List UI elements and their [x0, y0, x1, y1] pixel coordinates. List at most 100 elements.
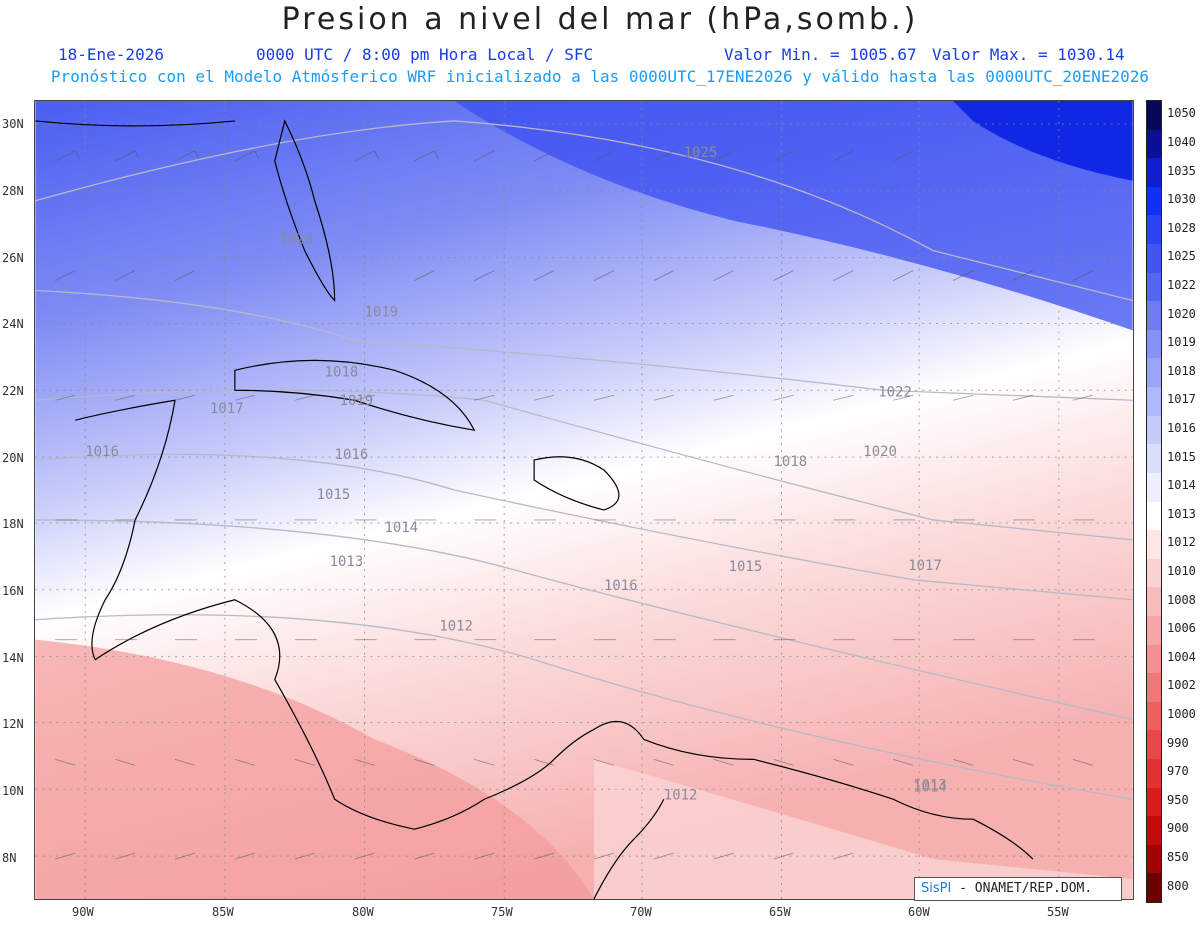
isobar-label: 1020	[863, 444, 897, 460]
colorbar-swatch	[1147, 186, 1161, 216]
colorbar-swatch	[1147, 358, 1161, 388]
colorbar-label: 1050	[1167, 106, 1196, 121]
lat-label: 10N	[2, 784, 24, 798]
lon-label: 55W	[1047, 905, 1069, 919]
colorbar-swatch	[1147, 244, 1161, 274]
isobar-label: 1020	[280, 232, 314, 248]
colorbar-label: 1017	[1167, 392, 1196, 407]
low-pressure-zone-2	[593, 759, 1133, 899]
coastlines	[35, 119, 1034, 899]
colorbar-label: 1006	[1167, 621, 1196, 636]
isobar-label: 1015	[729, 559, 763, 575]
lat-label: 14N	[2, 651, 24, 665]
colorbar-label: 1013	[1167, 506, 1196, 521]
colorbar-label: 990	[1167, 735, 1189, 750]
sispi-logo: SisPI	[921, 881, 952, 896]
forecast-time: 0000 UTC / 8:00 pm Hora Local / SFC	[256, 45, 594, 64]
colorbar-swatch	[1147, 101, 1161, 131]
colorbar-swatch	[1147, 816, 1161, 846]
colorbar-label: 900	[1167, 821, 1189, 836]
high-pressure-core	[953, 101, 1133, 181]
colorbar-label: 1035	[1167, 163, 1196, 178]
colorbar-label: 1004	[1167, 649, 1196, 664]
lat-label: 8N	[2, 851, 17, 865]
colorbar-swatch	[1147, 758, 1161, 789]
colorbar-label: 800	[1167, 878, 1189, 893]
lat-label: 28N	[2, 184, 24, 198]
isobar-label: 1012	[664, 787, 698, 803]
credit-badge: SisPI - ONAMET/REP.DOM.	[914, 877, 1122, 901]
credit-text: - ONAMET/REP.DOM.	[959, 881, 1093, 896]
colorbar-label: 1020	[1167, 306, 1196, 321]
colorbar-swatch	[1147, 730, 1161, 760]
lat-label: 24N	[2, 317, 24, 331]
colorbar-swatch	[1147, 129, 1161, 159]
lat-label: 26N	[2, 251, 24, 265]
colorbar-label: 1010	[1167, 564, 1196, 579]
colorbar-swatch	[1147, 844, 1161, 874]
lat-label: 30N	[2, 117, 24, 131]
colorbar-label: 1000	[1167, 707, 1196, 722]
colorbar-swatch	[1147, 415, 1161, 445]
colorbar-swatch	[1147, 387, 1161, 417]
longitude-gridlines	[84, 101, 1060, 899]
colorbar-swatch	[1147, 444, 1161, 474]
isobar-label: 1019	[340, 393, 374, 409]
colorbar-label: 1008	[1167, 592, 1196, 607]
wind-barbs	[55, 150, 1095, 860]
colorbar-label: 1040	[1167, 134, 1196, 149]
colorbar-swatch	[1147, 501, 1161, 531]
colorbar-label: 1016	[1167, 420, 1196, 435]
colorbar-swatch	[1147, 644, 1161, 674]
colorbar-label: 1014	[1167, 478, 1196, 493]
colorbar-swatch	[1147, 530, 1161, 560]
low-pressure-zone	[35, 639, 594, 899]
colorbar-swatch	[1147, 673, 1161, 703]
isobar-label: 1016	[335, 447, 369, 463]
colorbar-label: 1025	[1167, 249, 1196, 264]
colorbar-label: 1015	[1167, 449, 1196, 464]
colorbar-swatch	[1147, 615, 1161, 646]
isobar-label: 1014	[385, 520, 419, 536]
lon-label: 70W	[630, 905, 652, 919]
colorbar-swatch	[1147, 701, 1161, 731]
lat-label: 16N	[2, 584, 24, 598]
contour-labels: 1025 1022 1020 1018 1017 1017 1016 1016 1015 1015…	[85, 145, 947, 803]
model-subtitle: Pronóstico con el Modelo Atmósferico WRF…	[50, 67, 1150, 86]
isobar-label: 1012	[439, 619, 473, 635]
lon-label: 60W	[908, 905, 930, 919]
isobar-label: 1018	[325, 364, 359, 380]
isobar-label: 1017	[908, 558, 942, 574]
isobar-label: 1016	[604, 578, 638, 594]
colorbar-swatch	[1147, 158, 1161, 188]
colorbar-label: 1022	[1167, 277, 1196, 292]
lat-label: 22N	[2, 384, 24, 398]
colorbar-label: 1030	[1167, 192, 1196, 207]
lat-label: 12N	[2, 717, 24, 731]
isobar-label: 1014	[913, 779, 947, 795]
forecast-date: 18-Ene-2026	[58, 45, 164, 64]
colorbar-swatch	[1147, 558, 1161, 588]
colorbar-label: 950	[1167, 792, 1189, 807]
isobar-label: 1019	[365, 304, 399, 320]
isobar-label: 1018	[774, 454, 808, 470]
isobar-label: 1015	[317, 487, 351, 503]
colorbar-label: 1019	[1167, 335, 1196, 350]
colorbar-label: 1018	[1167, 363, 1196, 378]
lon-label: 90W	[72, 905, 94, 919]
colorbar-label: 850	[1167, 850, 1189, 865]
high-pressure-zone	[454, 101, 1133, 331]
map-canvas: 1025 1022 1020 1018 1017 1017 1016 1016 1015 1015…	[35, 101, 1133, 899]
colorbar	[1146, 100, 1162, 903]
isobar-label: 1016	[85, 444, 119, 460]
isobar-label: 1013	[330, 554, 364, 570]
lon-label: 85W	[212, 905, 234, 919]
colorbar-label: 1012	[1167, 535, 1196, 550]
lon-label: 75W	[491, 905, 513, 919]
isobar-label: 1017	[210, 401, 244, 417]
colorbar-swatch	[1147, 272, 1161, 302]
pressure-map: 1025 1022 1020 1018 1017 1017 1016 1016 1015 1015…	[34, 100, 1134, 900]
isobar-label: 1022	[878, 384, 912, 400]
colorbar-swatch	[1147, 301, 1161, 331]
colorbar-swatch	[1147, 215, 1161, 245]
